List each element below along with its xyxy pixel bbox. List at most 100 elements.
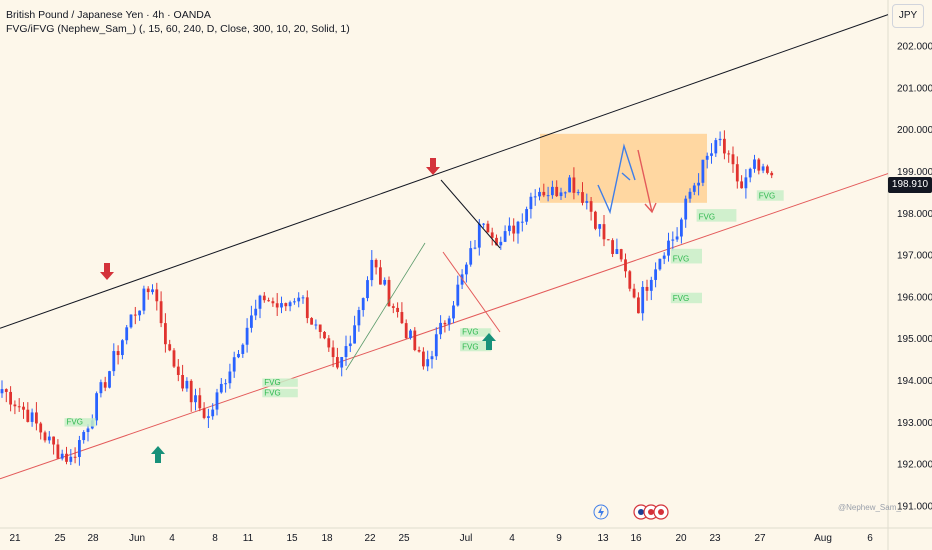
- candle-body: [770, 172, 774, 176]
- candle-body: [125, 327, 129, 341]
- candle-body: [73, 456, 77, 458]
- candle-body: [611, 240, 614, 254]
- candle-body: [727, 153, 731, 155]
- x-tick-label: 27: [754, 533, 766, 544]
- y-tick-label: 192.000: [897, 460, 932, 471]
- candle-body: [387, 279, 391, 307]
- fvg-zone: [460, 340, 492, 352]
- fvg-label: FVG: [673, 254, 689, 263]
- candle-body: [692, 185, 696, 192]
- candle-body: [323, 331, 326, 339]
- fvg-label: FVG: [462, 328, 478, 337]
- candle-body: [757, 159, 761, 171]
- candle-body: [434, 334, 438, 357]
- candle-body: [748, 168, 752, 178]
- candle-body: [718, 138, 722, 141]
- candle-body: [254, 308, 258, 316]
- candle-body: [176, 366, 180, 376]
- candle-body: [766, 166, 769, 173]
- candle-body: [508, 225, 511, 232]
- candle-body: [284, 303, 288, 307]
- candle-body: [576, 192, 580, 194]
- candle-body: [314, 324, 318, 326]
- candle-body: [417, 350, 421, 352]
- candle-body: [486, 223, 490, 233]
- candle-body: [215, 392, 219, 410]
- x-tick-label: 25: [398, 533, 410, 544]
- fvg-zone: [696, 209, 737, 222]
- candle-body: [404, 323, 408, 339]
- fvg-label: FVG: [699, 213, 715, 222]
- candle-body: [542, 191, 546, 196]
- candle-body: [4, 389, 8, 392]
- candle-body: [310, 318, 313, 325]
- arrow-up-icon: [151, 446, 165, 463]
- candle-body: [645, 286, 649, 291]
- candle-body: [305, 297, 309, 319]
- candle-body: [413, 330, 417, 351]
- x-tick-label: 18: [321, 533, 333, 544]
- y-tick-label: 198.000: [897, 209, 932, 220]
- candle-body: [735, 164, 739, 182]
- candle-body: [108, 371, 111, 388]
- candle-body: [520, 221, 524, 223]
- x-tick-label: 28: [87, 533, 99, 544]
- candle-body: [714, 140, 718, 154]
- candle-body: [649, 279, 653, 291]
- candle-body: [271, 301, 275, 304]
- descending-line[interactable]: [440, 179, 501, 249]
- candle-body: [598, 224, 602, 229]
- upper-channel-line[interactable]: [0, 14, 889, 329]
- currency-button[interactable]: JPY: [892, 4, 924, 28]
- x-tick-label: 6: [867, 533, 873, 544]
- candle-body: [473, 247, 477, 249]
- candle-body: [112, 351, 116, 372]
- y-tick-label: 202.000: [897, 42, 932, 53]
- candle-body: [56, 444, 60, 459]
- indicator-legend[interactable]: FVG/iFVG (Nephew_Sam_) (, 15, 60, 240, D…: [6, 23, 350, 35]
- x-tick-label: 13: [597, 533, 609, 544]
- candle-body: [69, 456, 73, 462]
- candle-body: [138, 310, 141, 316]
- candle-body: [181, 375, 184, 389]
- candle-body: [675, 236, 679, 240]
- candle-body: [430, 356, 434, 360]
- x-tick-label: Aug: [814, 533, 832, 544]
- candle-body: [280, 303, 283, 308]
- y-tick-label: 201.000: [897, 83, 932, 94]
- fvg-label: FVG: [462, 342, 478, 351]
- candle-body: [366, 280, 369, 299]
- x-tick-label: 20: [675, 533, 687, 544]
- candle-body: [159, 301, 163, 324]
- descending-channel-line[interactable]: [442, 251, 501, 333]
- lower-channel-line[interactable]: [0, 173, 889, 480]
- candle-body: [740, 181, 743, 189]
- candle-body: [241, 344, 245, 354]
- candle-body: [662, 255, 666, 259]
- projection-path-blue[interactable]: [597, 143, 636, 215]
- candle-body: [99, 382, 103, 394]
- candle-body: [336, 357, 339, 368]
- candle-body: [228, 371, 232, 384]
- candle-body: [559, 192, 563, 197]
- fvg-label: FVG: [264, 388, 280, 397]
- candle-body: [624, 259, 627, 272]
- symbol-title[interactable]: British Pound / Japanese Yen · 4h · OAND…: [6, 9, 211, 21]
- candle-body: [379, 267, 382, 285]
- candle-body: [39, 423, 43, 433]
- candle-body: [529, 196, 533, 210]
- candle-body: [237, 353, 240, 358]
- candle-body: [43, 432, 47, 441]
- candle-body: [503, 231, 507, 242]
- candle-body: [47, 436, 51, 441]
- candle-body: [632, 288, 636, 298]
- candle-body: [671, 239, 675, 241]
- projection-path-red[interactable]: [637, 149, 653, 213]
- candle-body: [155, 289, 159, 302]
- candle-body: [697, 182, 700, 186]
- candle-body: [443, 322, 447, 325]
- x-tick-label: 21: [9, 533, 21, 544]
- rally-line[interactable]: [345, 242, 426, 371]
